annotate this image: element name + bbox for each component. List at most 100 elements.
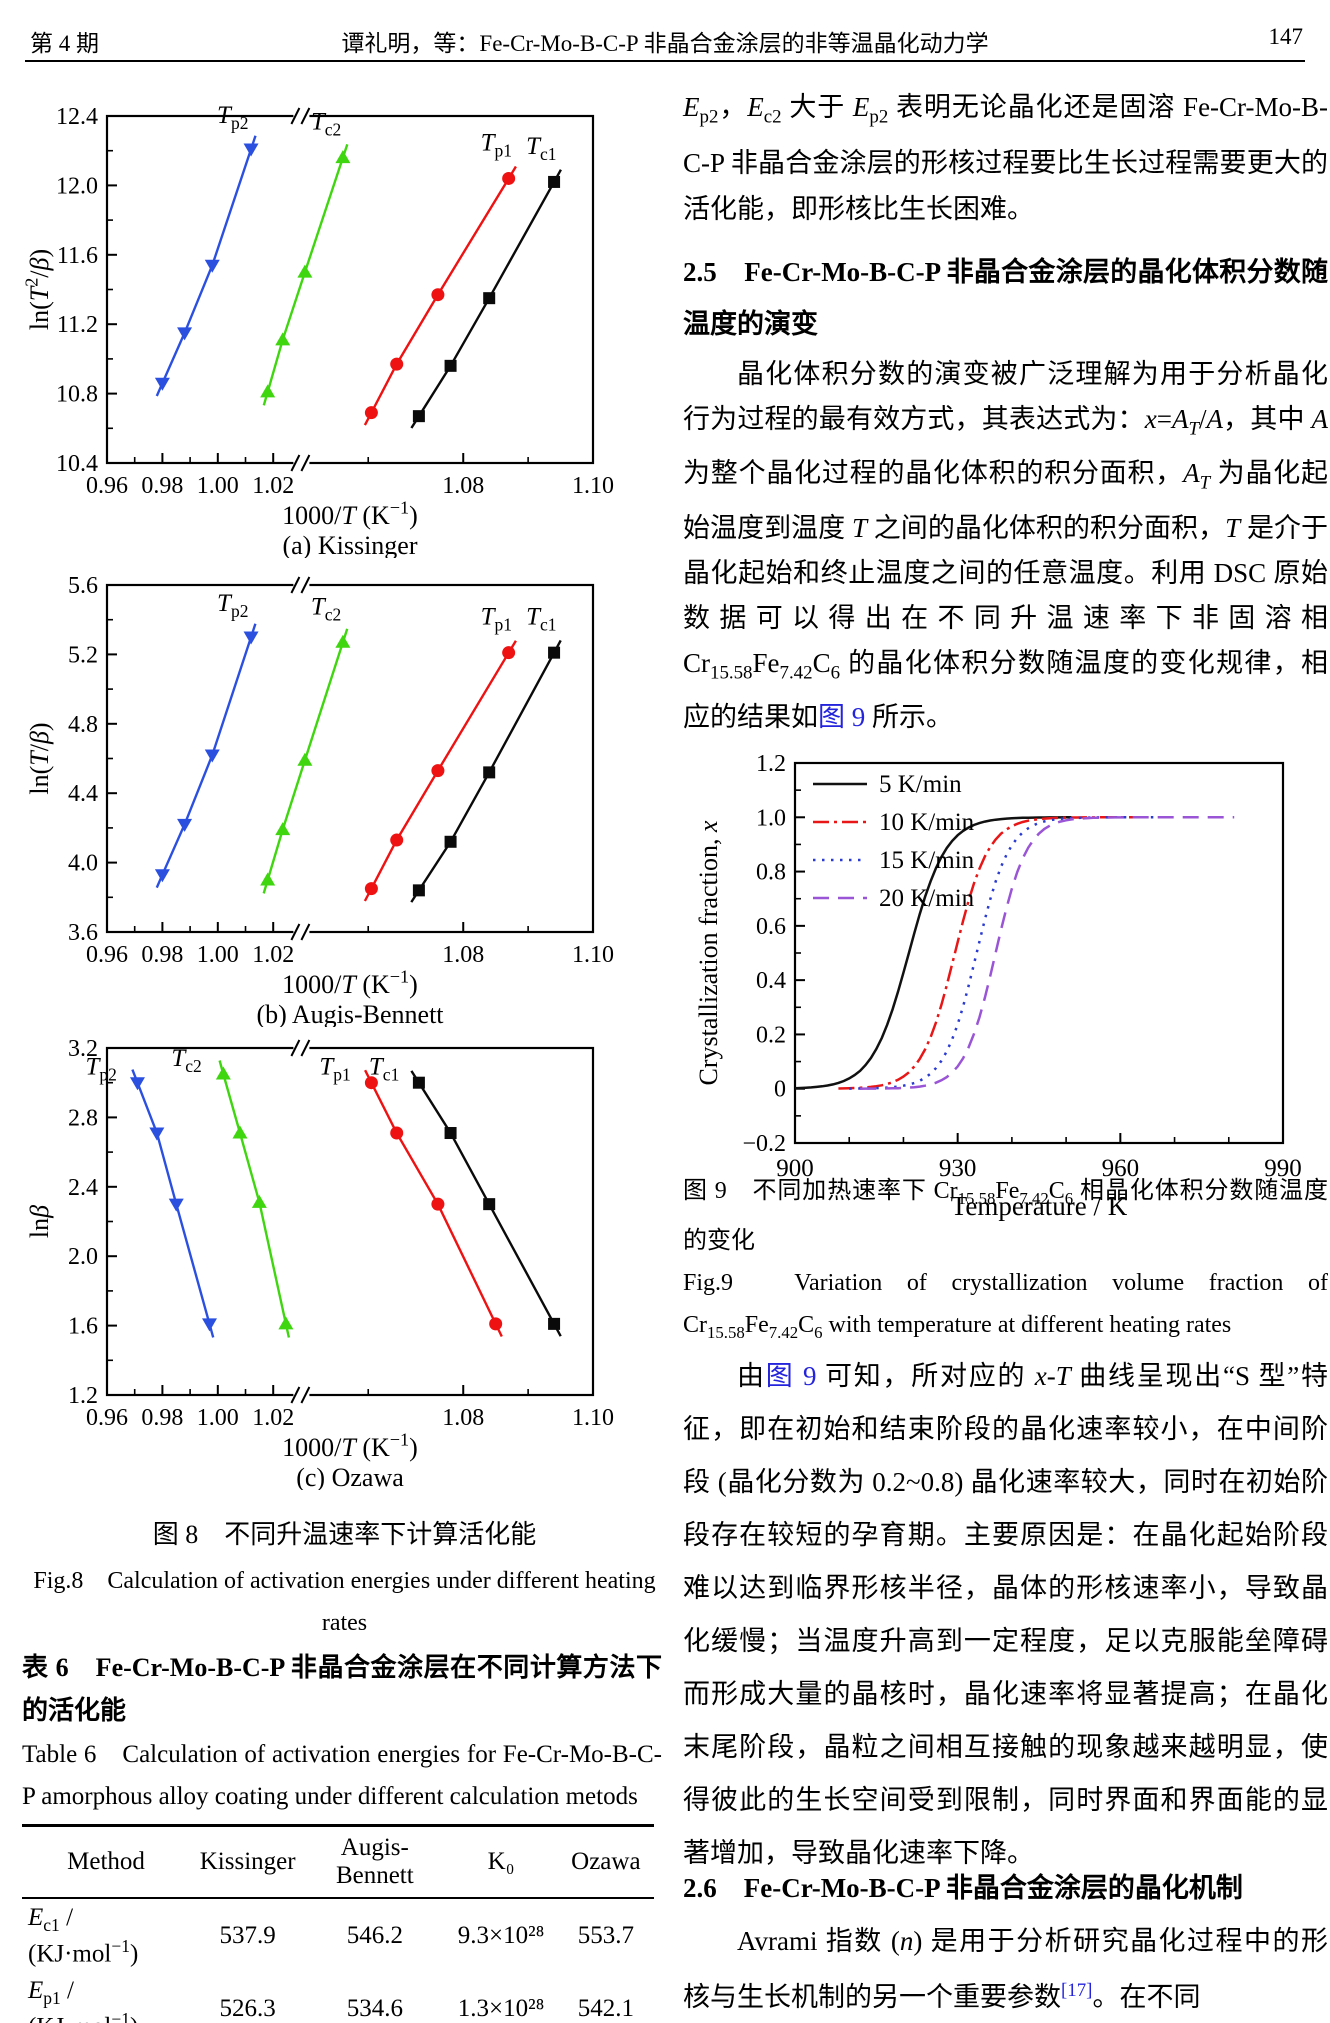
text-segment: 图 9 不同加热速率下 Cr: [683, 1178, 958, 1204]
svg-text:Tc2: Tc2: [311, 593, 341, 624]
svg-text:12.4: 12.4: [56, 104, 98, 130]
svg-text:1000/T (K−1): 1000/T (K−1): [282, 498, 418, 530]
svg-text:(c) Ozawa: (c) Ozawa: [296, 1463, 404, 1490]
text-segment: C: [798, 1312, 815, 1338]
text-segment: Avrami 指数 (: [737, 1926, 900, 1956]
table-row: Ec1 / (KJ·mol−1) 537.9 546.2 9.3×10²⁸ 55…: [22, 1898, 654, 1972]
text-segment: ): [129, 1939, 139, 1967]
table-cell: 542.1: [577, 1994, 634, 2022]
svg-text:1000/T (K−1): 1000/T (K−1): [282, 1430, 418, 1462]
svg-text:1.02: 1.02: [252, 473, 294, 499]
svg-text:0.4: 0.4: [756, 968, 786, 994]
figure-link[interactable]: [17]: [1061, 1980, 1093, 2001]
text-segment: 为晶化起始温度到温度: [683, 458, 1329, 543]
text-segment: T: [1225, 512, 1241, 543]
table-cell: 534.6: [346, 1994, 403, 2022]
svg-text:1.00: 1.00: [197, 942, 239, 968]
figure8-kissinger-plot: 10.4 10.8 11.2 11.6 12.0 12.4 0.96 0.98 1.00 1.02…: [22, 102, 614, 558]
figure-link[interactable]: 图 9: [818, 702, 866, 733]
text-segment: A: [1206, 404, 1223, 434]
table6: Method Kissinger Augis-Bennett K₀ Ozawa …: [22, 1824, 654, 2023]
text-segment: /: [1198, 404, 1207, 434]
svg-text:990: 990: [1264, 1155, 1302, 1182]
svg-text:ln(T/β): ln(T/β): [25, 722, 54, 794]
text-segment: 是介于晶化起始和终止温度之间的任意温度。利用 DSC 原始数据可以得出在不同升温…: [683, 512, 1329, 678]
text-segment: 可知，所对应的: [816, 1361, 1035, 1391]
svg-text:15 K/min: 15 K/min: [879, 847, 975, 874]
text-segment: Fe: [744, 1312, 769, 1338]
svg-text:Tp1: Tp1: [481, 604, 512, 635]
figure9-plot: −0.2 0 0.2 0.4 0.6 0.8 1.0 1.2 900 930 960 990 5 K/m…: [694, 751, 1302, 1221]
row-label-ec1: Ec1 / (KJ·mol−1): [22, 1898, 190, 1972]
svg-text:20 K/min: 20 K/min: [879, 885, 975, 912]
text-segment: 表明无论晶化还是固溶 Fe-Cr-Mo-B-C-P 非晶合金涂层的形核过程要比生…: [683, 92, 1329, 225]
svg-text:10.8: 10.8: [56, 382, 98, 408]
figure8-augis-bennett-plot: 3.6 4.0 4.4 4.8 5.2 5.6 0.96 0.98 1.00 1.02 1.08 1.…: [25, 573, 614, 1027]
text-segment: 6: [814, 1322, 823, 1342]
text-segment: p2: [699, 106, 719, 128]
svg-text:1.08: 1.08: [442, 473, 484, 499]
text-segment: T: [851, 512, 867, 543]
svg-text:2.0: 2.0: [68, 1244, 98, 1270]
svg-text:1.02: 1.02: [252, 1405, 294, 1431]
svg-text:900: 900: [776, 1155, 814, 1182]
svg-text:0.8: 0.8: [756, 860, 786, 886]
svg-text:1.0: 1.0: [756, 805, 786, 831]
text-segment: A: [1183, 458, 1200, 489]
col-k0: K₀: [444, 1825, 558, 1899]
text-segment: 15.58: [710, 662, 753, 684]
text-segment: T: [1055, 1361, 1071, 1391]
figure8-caption-zh: 图 8 不同升温速率下计算活化能: [152, 1520, 537, 1549]
text-segment: n: [899, 1926, 914, 1956]
paragraph: Ep2，Ec2 大于 Ep2 表明无论晶化还是固溶 Fe-Cr-Mo-B-C-P…: [683, 84, 1328, 232]
svg-text:1.2: 1.2: [756, 751, 786, 777]
svg-text:2.4: 2.4: [68, 1175, 98, 1201]
svg-text:ln(T2/β): ln(T2/β): [22, 249, 54, 330]
text-segment: x: [1034, 1361, 1047, 1391]
svg-text:1000/T (K−1): 1000/T (K−1): [282, 967, 418, 999]
table-header-row: Method Kissinger Augis-Bennett K₀ Ozawa: [22, 1825, 654, 1899]
svg-text:0.96: 0.96: [86, 942, 128, 968]
col-augis-bennett: Augis-Bennett: [305, 1825, 445, 1899]
svg-text:0.6: 0.6: [756, 914, 786, 940]
paragraph: 晶化体积分数的演变被广泛理解为用于分析晶化行为过程的最有效方式，其表达式为：x=…: [683, 352, 1328, 740]
text-segment: −1: [111, 2008, 130, 2023]
text-segment: C: [812, 647, 831, 678]
svg-text:10.4: 10.4: [56, 451, 98, 477]
svg-text:0.98: 0.98: [141, 942, 183, 968]
text-segment: 晶化体积分数的演变被广泛理解为用于分析晶化行为过程的最有效方式，其表达式为：: [683, 359, 1328, 434]
text-segment: ，: [718, 92, 748, 122]
text-segment: T: [1188, 418, 1199, 440]
svg-text:4.8: 4.8: [68, 712, 98, 738]
paragraph: 由图 9 可知，所对应的 x-T 曲线呈现出“S 型”特征，即在初始和结束阶段的…: [683, 1350, 1328, 1880]
svg-text:4.0: 4.0: [68, 851, 98, 877]
svg-text:3.2: 3.2: [68, 1036, 98, 1062]
text-segment: / (KJ·mol: [28, 1903, 112, 1967]
svg-text:Tp2: Tp2: [217, 102, 248, 133]
table6-title-en: Table 6 Calculation of activation energi…: [22, 1741, 662, 1810]
svg-text:Tp1: Tp1: [481, 129, 512, 160]
svg-text:Tp2: Tp2: [217, 590, 248, 621]
svg-text:Temperature / K: Temperature / K: [951, 1191, 1128, 1221]
svg-text:1.10: 1.10: [572, 473, 614, 499]
text-segment: / (KJ·mol: [28, 1976, 111, 2023]
svg-text:Tc1: Tc1: [526, 604, 556, 635]
text-segment: -: [1046, 1361, 1056, 1391]
text-segment: E: [747, 92, 764, 122]
text-segment: 大于: [781, 92, 853, 122]
page-header: 第 4 期 谭礼明，等：Fe-Cr-Mo-B-C-P 非晶合金涂层的非等温晶化动…: [25, 24, 1305, 56]
table-row: Ep1 / (KJ·mol−1) 526.3 534.6 1.3×10²⁸ 54…: [22, 1972, 654, 2023]
figure-link[interactable]: 图 9: [765, 1361, 817, 1391]
text-segment: E: [28, 1903, 44, 1931]
table-cell: 1.3×10²⁸: [457, 1994, 545, 2022]
col-kissinger: Kissinger: [190, 1825, 306, 1899]
svg-text:(a) Kissinger: (a) Kissinger: [282, 531, 417, 558]
text-segment: 7.42: [1019, 1188, 1049, 1208]
svg-text:Tp1: Tp1: [319, 1054, 350, 1085]
svg-text:Tc2: Tc2: [171, 1045, 201, 1076]
svg-text:1.08: 1.08: [442, 1405, 484, 1431]
figure8-ozawa-plot: 1.2 1.6 2.0 2.4 2.8 3.2 0.96 0.98 1.00 1.02 1.08 1.…: [25, 1036, 614, 1490]
text-segment: 为整个晶化过程的晶化体积的积分面积，: [683, 458, 1184, 489]
text-segment: ): [130, 2013, 138, 2023]
